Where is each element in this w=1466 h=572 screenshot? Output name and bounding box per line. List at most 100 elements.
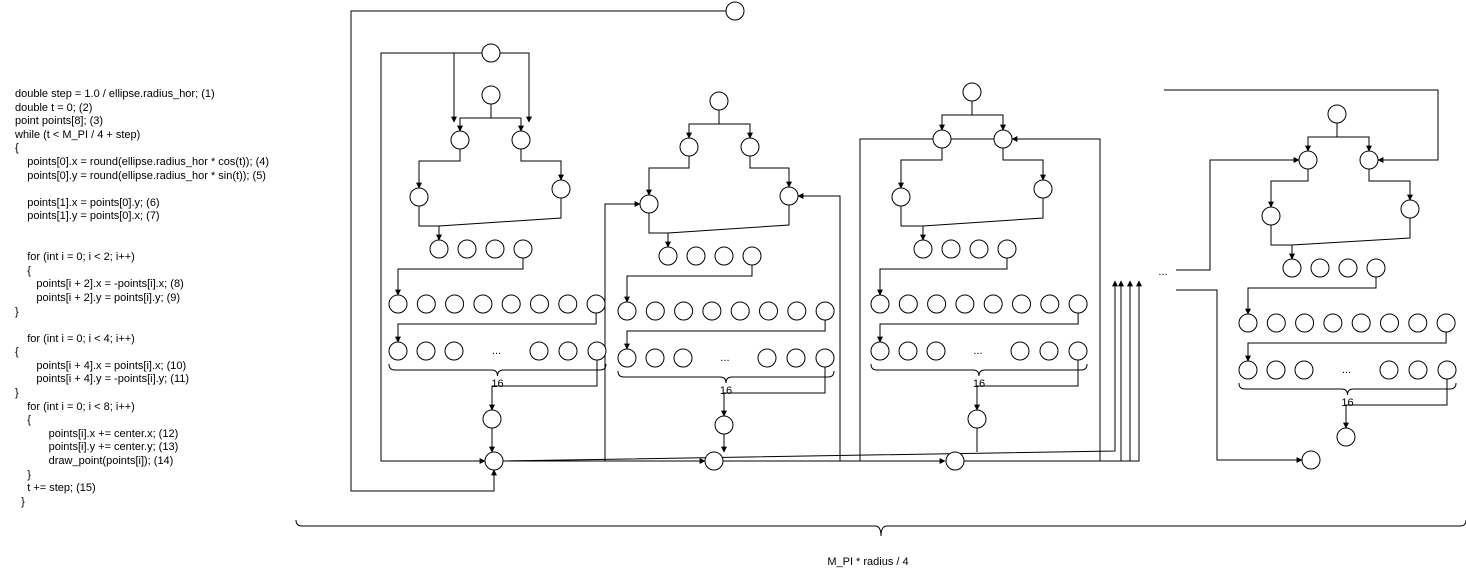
- point-node: [445, 294, 465, 314]
- draw-node: [967, 409, 987, 429]
- flow-edge: [395, 258, 524, 296]
- code-line: points[1].y = points[0].x; (7): [15, 210, 160, 223]
- draw-node: [482, 409, 502, 429]
- point-node: [457, 239, 477, 259]
- point-node: [730, 301, 750, 321]
- labels: ... 16... 16... 16... 16... M_PI * radius / 4: [491, 266, 1353, 568]
- flow-edge: [898, 148, 943, 189]
- point-node: [1379, 360, 1399, 380]
- point-node: [1338, 258, 1358, 278]
- flow-edge: [667, 205, 790, 234]
- point-node: [955, 294, 975, 314]
- point-node: [501, 294, 521, 314]
- ellipsis-label: ...: [492, 345, 501, 357]
- code-line: {: [15, 264, 31, 277]
- code-line: points[i + 2].y = points[i].y; (9): [15, 291, 181, 304]
- flow-edge: [624, 265, 753, 303]
- point-node: [450, 130, 470, 150]
- edges: [295, 10, 1466, 537]
- code-line: while (t < M_PI / 4 + step): [15, 128, 141, 141]
- group-brace: [870, 363, 1088, 377]
- flow-edge: [1368, 169, 1413, 201]
- code-line: }: [15, 468, 31, 481]
- count-label: 16: [720, 385, 732, 397]
- point-node: [645, 301, 665, 321]
- point-node: [1068, 294, 1088, 314]
- flow-edge: [648, 213, 671, 248]
- group-brace: [295, 519, 1466, 537]
- point-node: [1437, 360, 1457, 380]
- flow-edge: [418, 206, 442, 241]
- point-node: [983, 294, 1003, 314]
- flow-edge: [457, 104, 492, 132]
- flow-edge: [900, 206, 926, 241]
- point-node: [1010, 341, 1030, 361]
- flow-edge: [395, 313, 597, 343]
- ellipsis-label: ...: [973, 345, 982, 357]
- code-line: for (int i = 0; i < 4; i++): [15, 332, 135, 345]
- flow-edge: [520, 149, 564, 181]
- draw-node: [1336, 427, 1356, 447]
- point-node: [639, 194, 659, 214]
- point-node: [645, 348, 665, 368]
- point-node: [587, 341, 607, 361]
- merge-node: [1301, 450, 1321, 470]
- point-node: [1295, 313, 1315, 333]
- point-node: [1400, 199, 1420, 219]
- point-node: [997, 239, 1017, 259]
- point-node: [558, 294, 578, 314]
- point-node: [941, 239, 961, 259]
- code-line: double t = 0; (2): [15, 101, 93, 114]
- point-node: [898, 341, 918, 361]
- flow-edge: [721, 367, 826, 417]
- point-node: [658, 246, 678, 266]
- count-label: 16: [491, 378, 503, 390]
- step-node: [481, 85, 501, 105]
- group-brace: [1238, 382, 1457, 396]
- flow-edge: [489, 360, 598, 411]
- point-node: [679, 137, 699, 157]
- point-node: [617, 348, 637, 368]
- code-line: }: [15, 305, 19, 318]
- code-listing: double step = 1.0 / ellipse.radius_hor; …: [15, 88, 269, 509]
- flow-edge: [1268, 169, 1309, 208]
- flow-edge: [1337, 136, 1372, 152]
- flow-edge: [1291, 218, 1411, 246]
- count-label: 16: [973, 378, 985, 390]
- flow-edge: [491, 117, 524, 132]
- code-line: point points[8]; (3): [15, 115, 104, 128]
- point-node: [815, 301, 835, 321]
- code-line: points[0].y = round(ellipse.radius_hor *…: [15, 169, 266, 182]
- start-node: [725, 1, 745, 21]
- flow-edge: [1176, 157, 1300, 271]
- point-node: [673, 348, 693, 368]
- flow-edge: [974, 360, 1079, 411]
- point-node: [969, 239, 989, 259]
- point-node: [429, 239, 449, 259]
- point-node: [898, 294, 918, 314]
- code-line: points[i + 4].y = -points[i].y; (11): [15, 373, 190, 386]
- point-node: [551, 179, 571, 199]
- point-node: [388, 294, 408, 314]
- point-node: [1323, 313, 1343, 333]
- flow-edge: [416, 149, 461, 189]
- code-line: points[0].x = round(ellipse.radius_hor *…: [15, 155, 270, 168]
- step-node: [1327, 104, 1347, 124]
- point-node: [1261, 206, 1281, 226]
- point-node: [891, 187, 911, 207]
- merge-node: [945, 451, 965, 471]
- point-node: [757, 348, 777, 368]
- flow-edge: [1343, 379, 1448, 429]
- code-line: {: [15, 346, 19, 359]
- code-line: points[i].x += center.x; (12): [15, 427, 179, 440]
- point-node: [742, 246, 762, 266]
- point-node: [927, 294, 947, 314]
- point-node: [416, 341, 436, 361]
- point-node: [1298, 150, 1318, 170]
- code-line: {: [15, 142, 19, 155]
- point-node: [529, 341, 549, 361]
- flow-edge: [1164, 89, 1439, 163]
- point-node: [1310, 258, 1330, 278]
- merge-node: [484, 451, 504, 471]
